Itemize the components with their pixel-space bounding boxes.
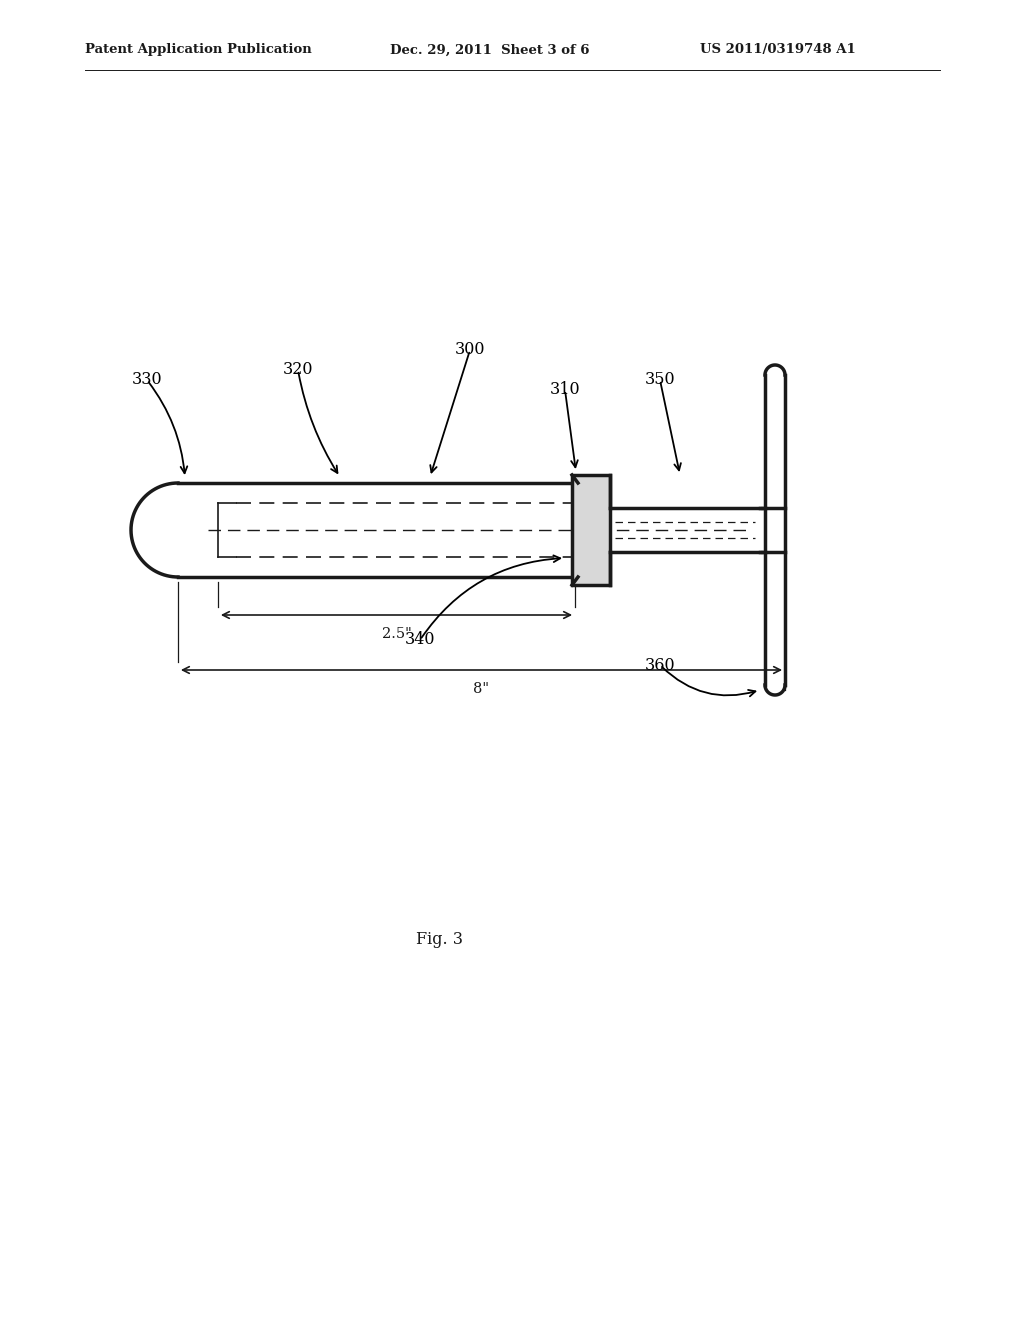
Text: Dec. 29, 2011  Sheet 3 of 6: Dec. 29, 2011 Sheet 3 of 6 bbox=[390, 44, 590, 57]
Text: 300: 300 bbox=[455, 342, 485, 359]
Text: 360: 360 bbox=[645, 656, 675, 673]
Text: 330: 330 bbox=[132, 371, 163, 388]
Text: US 2011/0319748 A1: US 2011/0319748 A1 bbox=[700, 44, 856, 57]
Text: 350: 350 bbox=[645, 371, 675, 388]
Text: 320: 320 bbox=[283, 362, 313, 379]
Bar bbox=[572, 475, 610, 585]
Text: Fig. 3: Fig. 3 bbox=[417, 932, 464, 949]
Text: 310: 310 bbox=[550, 381, 581, 399]
Text: 340: 340 bbox=[404, 631, 435, 648]
Text: Patent Application Publication: Patent Application Publication bbox=[85, 44, 311, 57]
Text: 8": 8" bbox=[473, 682, 489, 696]
Text: 2.5": 2.5" bbox=[382, 627, 412, 642]
